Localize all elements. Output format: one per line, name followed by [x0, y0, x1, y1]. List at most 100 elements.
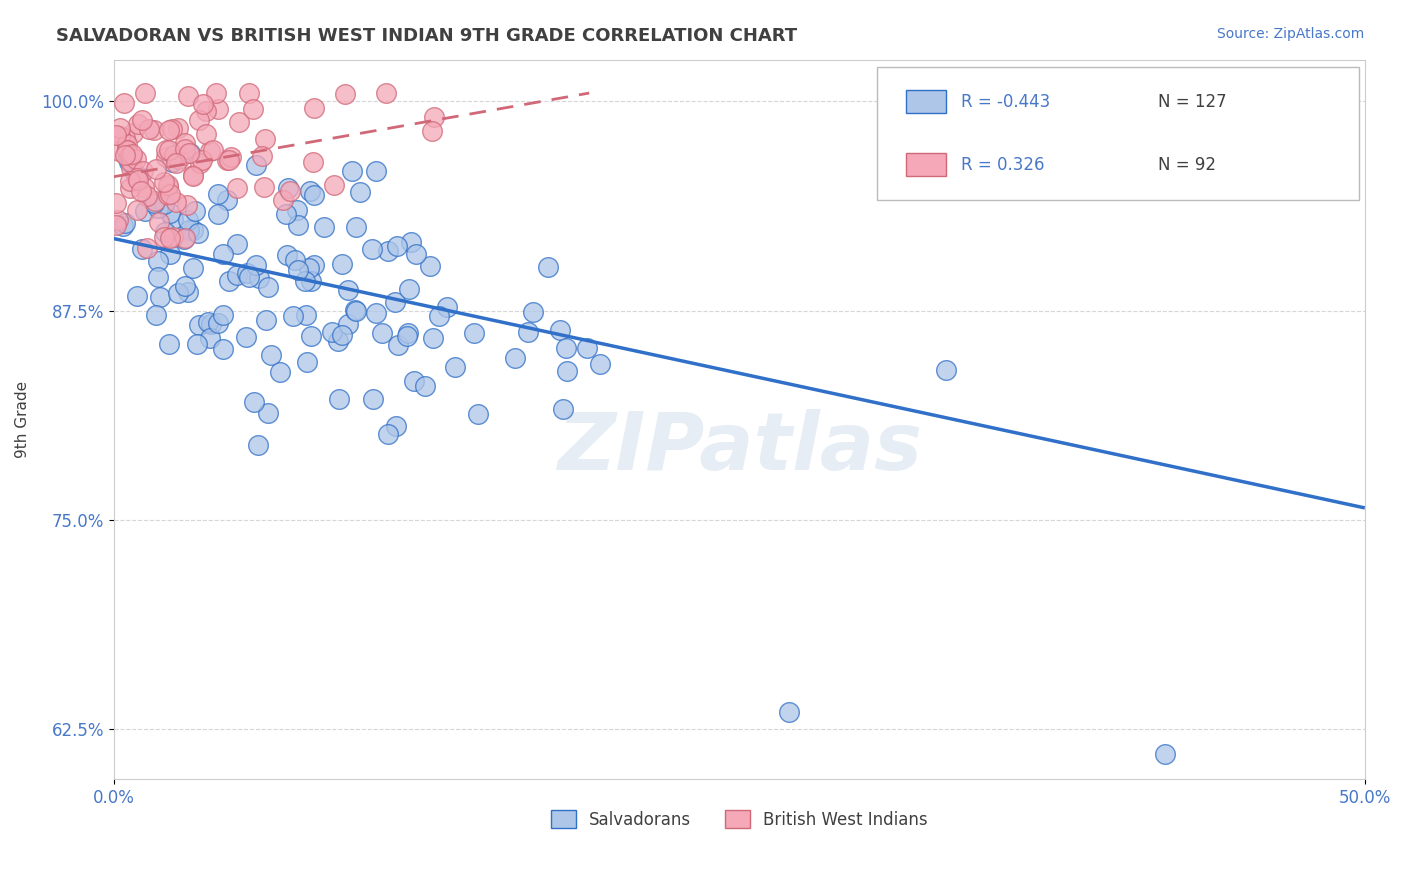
Point: [107, 144, 129, 158]
Point: [177, 223, 200, 237]
Point: [146, 253, 169, 268]
Point: [179, 146, 201, 161]
Point: [184, 203, 207, 218]
Point: [132, 180, 155, 194]
Point: [236, 266, 259, 280]
Legend: Salvadorans, British West Indians: Salvadorans, British West Indians: [544, 804, 935, 835]
Point: [174, 231, 197, 245]
Point: [245, 258, 267, 272]
Point: [105, 128, 128, 143]
Point: [159, 187, 181, 202]
Point: [125, 203, 148, 218]
Y-axis label: 9th Grade: 9th Grade: [15, 381, 30, 458]
Point: [302, 154, 325, 169]
Point: [418, 259, 440, 273]
Point: [125, 289, 148, 303]
Point: [156, 180, 179, 194]
Point: [155, 150, 177, 164]
Point: [314, 219, 336, 234]
Point: [377, 427, 399, 442]
Point: [298, 260, 321, 275]
Point: [344, 303, 367, 318]
FancyBboxPatch shape: [905, 90, 946, 113]
Point: [148, 215, 170, 229]
Point: [212, 247, 235, 261]
Point: [118, 148, 141, 162]
Point: [332, 257, 354, 271]
Point: [165, 194, 187, 209]
Point: [198, 331, 221, 345]
Point: [247, 438, 270, 452]
Point: [215, 153, 238, 167]
Point: [108, 120, 131, 135]
Point: [221, 150, 243, 164]
Point: [121, 147, 143, 161]
Point: [114, 130, 136, 145]
Point: [148, 201, 170, 215]
Point: [377, 244, 399, 258]
Point: [127, 173, 149, 187]
Point: [181, 168, 204, 182]
Point: [336, 283, 359, 297]
Point: [340, 163, 363, 178]
Point: [159, 206, 181, 220]
Point: [160, 155, 183, 169]
Point: [427, 309, 450, 323]
Point: [121, 127, 143, 141]
Point: [321, 325, 343, 339]
Point: [444, 359, 467, 374]
Point: [173, 142, 195, 156]
Point: [167, 286, 190, 301]
Point: [554, 341, 576, 355]
Point: [200, 144, 222, 158]
Point: [522, 305, 544, 319]
Point: [131, 242, 153, 256]
Point: [186, 337, 208, 351]
Point: [295, 308, 318, 322]
Point: [129, 185, 152, 199]
Point: [299, 185, 322, 199]
Point: [396, 326, 419, 340]
Point: [253, 180, 276, 194]
Text: R = -0.443: R = -0.443: [960, 93, 1050, 111]
Point: [228, 115, 250, 129]
Point: [235, 330, 257, 344]
Point: [195, 103, 218, 118]
Point: [328, 392, 350, 406]
Point: [243, 395, 266, 409]
Text: SALVADORAN VS BRITISH WEST INDIAN 9TH GRADE CORRELATION CHART: SALVADORAN VS BRITISH WEST INDIAN 9TH GR…: [56, 27, 797, 45]
Point: [135, 189, 157, 203]
Point: [125, 152, 148, 166]
Point: [190, 153, 212, 168]
Point: [173, 232, 195, 246]
Point: [127, 117, 149, 131]
Point: [336, 317, 359, 331]
Point: [226, 268, 249, 282]
Point: [183, 261, 205, 276]
Point: [212, 342, 235, 356]
Point: [120, 174, 142, 188]
Point: [187, 112, 209, 127]
Point: [143, 194, 166, 209]
Point: [187, 226, 209, 240]
Point: [146, 270, 169, 285]
Point: [120, 154, 142, 169]
Point: [162, 230, 184, 244]
Point: [398, 282, 420, 296]
Point: [375, 86, 398, 100]
Point: [155, 143, 177, 157]
Point: [260, 348, 283, 362]
Point: [385, 419, 408, 434]
Point: [330, 327, 353, 342]
Point: [131, 113, 153, 128]
Text: N = 127: N = 127: [1159, 93, 1227, 111]
Point: [176, 89, 198, 103]
Point: [299, 329, 322, 343]
Point: [142, 123, 165, 137]
Point: [188, 155, 211, 169]
Point: [935, 363, 957, 377]
Point: [157, 337, 180, 351]
Point: [174, 136, 197, 151]
FancyBboxPatch shape: [877, 67, 1358, 200]
Point: [120, 161, 142, 175]
